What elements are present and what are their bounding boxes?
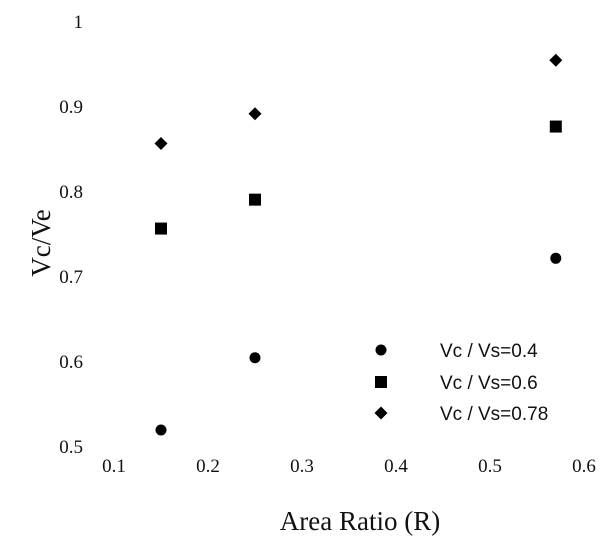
x-axis-ticks: 0.1 0.2 0.3 0.4 0.5 0.6 — [102, 456, 596, 477]
circle-data-point — [550, 252, 562, 264]
x-tick-label: 0.4 — [384, 456, 408, 477]
y-tick-label: 0.9 — [59, 97, 83, 118]
x-tick-label: 0.2 — [196, 456, 220, 477]
y-tick-label: 1 — [74, 12, 84, 33]
y-tick-label: 0.7 — [59, 267, 83, 288]
x-tick-label: 0.3 — [290, 456, 314, 477]
x-tick-label: 0.6 — [572, 456, 596, 477]
square-data-point — [155, 222, 167, 235]
y-tick-label: 0.8 — [59, 182, 83, 203]
legend-label: Vc / Vs=0.78 — [440, 404, 548, 425]
x-tick-label: 0.1 — [102, 456, 126, 477]
y-axis-ticks: 0.5 0.6 0.7 0.8 0.9 1 — [59, 12, 83, 458]
diamond-data-point — [549, 53, 563, 67]
legend-label: Vc / Vs=0.6 — [440, 373, 538, 394]
legend: Vc / Vs=0.4 Vc / Vs=0.6 Vc / Vs=0.78 — [374, 341, 548, 425]
y-tick-label: 0.5 — [59, 437, 83, 458]
circle-data-point — [155, 424, 167, 436]
square-data-point — [249, 193, 261, 206]
diamond-legend-marker — [374, 406, 388, 420]
x-tick-label: 0.5 — [478, 456, 502, 477]
square-legend-marker — [375, 376, 387, 388]
y-tick-label: 0.6 — [59, 352, 83, 373]
circle-data-point — [249, 352, 261, 364]
legend-label: Vc / Vs=0.4 — [440, 341, 538, 362]
diamond-data-point — [248, 107, 262, 121]
x-axis-title: Area Ratio (R) — [280, 506, 440, 536]
circle-legend-marker — [375, 344, 387, 356]
diamond-data-point — [154, 137, 168, 151]
square-data-point — [549, 120, 562, 133]
y-axis-title: Vc/Ve — [26, 209, 56, 276]
data-points — [154, 53, 563, 436]
